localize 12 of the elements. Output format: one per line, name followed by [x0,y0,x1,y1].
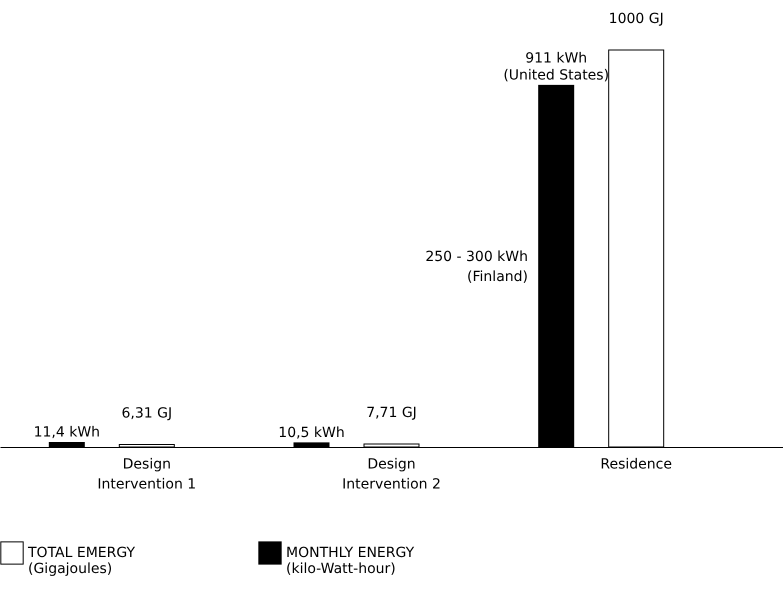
legend-label: TOTAL EMERGY (Gigajoules) [27,545,136,577]
x-tick-label: Residence [600,456,672,472]
data-label: 10,5 kWh [278,424,345,441]
data-label: 911 kWh (United States) [503,50,610,84]
data-label: 7,71 GJ [366,404,417,421]
data-label: 11,4 kWh [34,424,100,440]
data-label: 1000 GJ [608,11,664,27]
legend-label: MONTHLY ENERGY (kilo-Watt-hour) [286,545,415,577]
x-tick-label: Design Intervention 2 [342,456,441,492]
x-tick-label: Design Intervention 1 [97,456,196,492]
data-label: 6,31 GJ [122,405,172,422]
annotation: 250 - 300 kWh (Finland) [425,249,528,285]
